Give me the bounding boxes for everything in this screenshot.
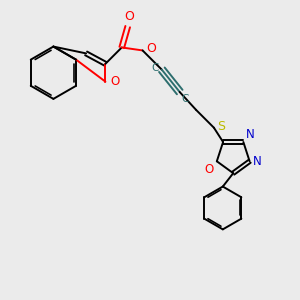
Text: O: O	[124, 10, 134, 23]
Text: S: S	[217, 120, 225, 133]
Text: O: O	[204, 163, 213, 176]
Text: N: N	[246, 128, 254, 140]
Text: C: C	[151, 63, 158, 73]
Text: O: O	[111, 75, 120, 88]
Text: N: N	[253, 155, 261, 168]
Text: C: C	[181, 94, 189, 103]
Text: O: O	[146, 42, 156, 56]
